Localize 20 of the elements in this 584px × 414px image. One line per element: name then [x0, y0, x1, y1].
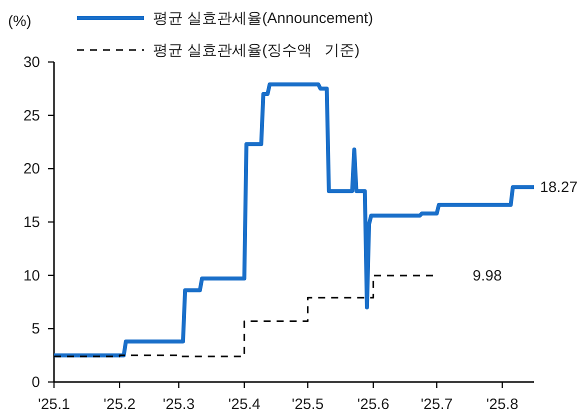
x-tick-label: '25.3 [162, 396, 195, 413]
y-tick-label: 5 [32, 320, 40, 338]
x-tick-label: '25.1 [38, 396, 70, 413]
annotation: 9.98 [472, 268, 502, 285]
legend-label: 평균 실효관세율(Announcement) [153, 10, 374, 27]
y-tick-label: 0 [32, 374, 40, 391]
y-axis-title: (%) [8, 13, 32, 30]
x-tick-label: '25.5 [292, 396, 324, 413]
y-tick-label: 30 [23, 54, 40, 71]
x-tick-label: '25.6 [357, 396, 390, 413]
annotation: 18.27 [540, 179, 578, 196]
x-tick-label: '25.8 [486, 396, 518, 413]
x-tick-label: '25.4 [228, 396, 260, 413]
x-tick-label: '25.7 [420, 396, 453, 413]
x-tick-label: '25.2 [104, 396, 136, 413]
legend-label: 평균 실효관세율(징수액 기준) [153, 42, 360, 59]
y-tick-label: 25 [23, 107, 40, 124]
y-tick-label: 15 [23, 214, 40, 231]
y-tick-label: 10 [23, 267, 40, 284]
y-tick-label: 20 [23, 160, 40, 178]
